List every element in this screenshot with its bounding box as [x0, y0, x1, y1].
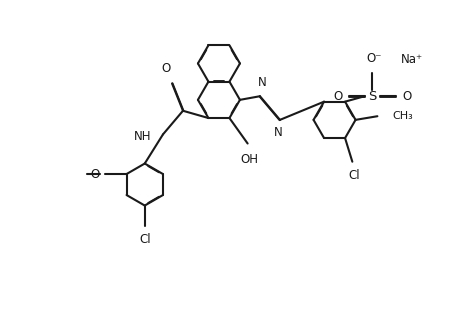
Text: Na⁺: Na⁺: [401, 53, 424, 66]
Text: OH: OH: [241, 153, 259, 166]
Text: O⁻: O⁻: [367, 52, 382, 65]
Text: CH₃: CH₃: [392, 111, 413, 121]
Text: Cl: Cl: [349, 169, 360, 183]
Text: S: S: [368, 90, 377, 103]
Text: O: O: [91, 168, 100, 180]
Text: O: O: [333, 90, 342, 103]
Text: O: O: [161, 62, 170, 75]
Text: O: O: [402, 90, 412, 103]
Text: NH: NH: [133, 130, 151, 143]
Text: N: N: [273, 126, 282, 139]
Text: Cl: Cl: [139, 233, 151, 246]
Text: N: N: [258, 76, 267, 89]
